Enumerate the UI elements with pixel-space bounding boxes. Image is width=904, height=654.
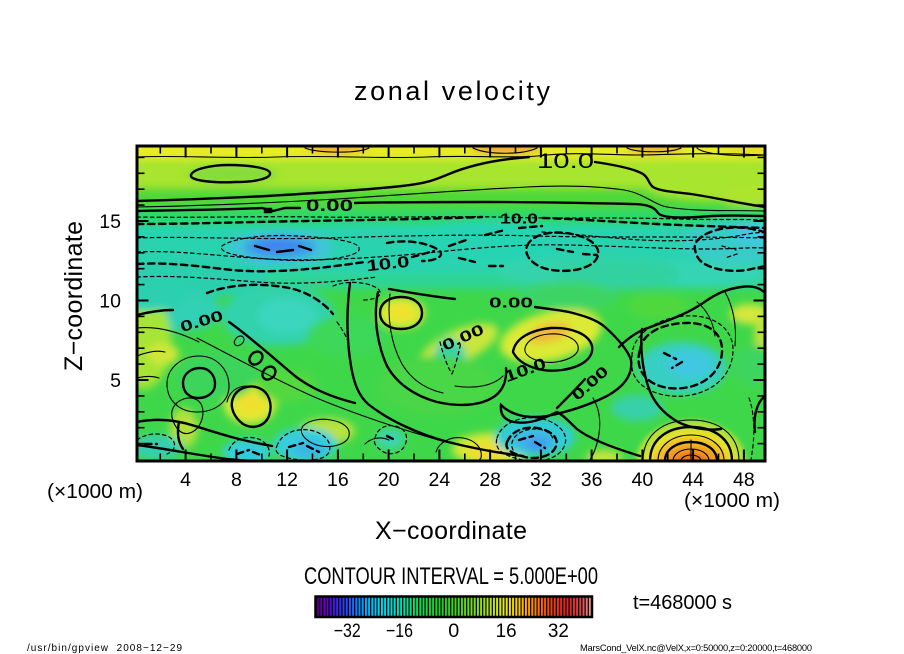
svg-text:t=468000 s: t=468000 s bbox=[633, 592, 732, 614]
svg-text:0.00: 0.00 bbox=[306, 196, 353, 215]
svg-text:24: 24 bbox=[429, 469, 451, 491]
svg-text:10.0: 10.0 bbox=[537, 150, 594, 173]
svg-text:10: 10 bbox=[99, 291, 121, 313]
svg-text:16: 16 bbox=[327, 469, 349, 491]
svg-text:16: 16 bbox=[496, 620, 517, 642]
svg-text:40: 40 bbox=[632, 469, 654, 491]
svg-text:20: 20 bbox=[378, 469, 400, 491]
svg-text:8: 8 bbox=[231, 469, 242, 491]
svg-text:Z−coordinate: Z−coordinate bbox=[60, 221, 88, 371]
svg-text:zonal velocity: zonal velocity bbox=[354, 76, 551, 106]
svg-text:(×1000 m): (×1000 m) bbox=[47, 480, 143, 503]
svg-text:44: 44 bbox=[682, 469, 704, 491]
svg-text:5: 5 bbox=[110, 370, 121, 392]
svg-text:/usr/bin/gpview 2008−12−29: /usr/bin/gpview 2008−12−29 bbox=[27, 643, 182, 654]
svg-text:10.0: 10.0 bbox=[500, 211, 538, 228]
svg-text:32: 32 bbox=[530, 469, 552, 491]
svg-text:−16: −16 bbox=[386, 620, 413, 642]
svg-text:0.00: 0.00 bbox=[489, 295, 533, 312]
svg-text:12: 12 bbox=[276, 469, 298, 491]
svg-text:28: 28 bbox=[479, 469, 501, 491]
svg-text:CONTOUR INTERVAL = 5.000E+00: CONTOUR INTERVAL = 5.000E+00 bbox=[304, 563, 598, 590]
svg-text:MarsCond_VelX.nc@VelX,x=0:5000: MarsCond_VelX.nc@VelX,x=0:50000,z=0:2000… bbox=[580, 643, 812, 653]
svg-text:32: 32 bbox=[548, 620, 569, 642]
svg-text:48: 48 bbox=[733, 469, 755, 491]
svg-text:0: 0 bbox=[448, 620, 459, 642]
svg-text:10.0: 10.0 bbox=[366, 254, 411, 275]
svg-text:36: 36 bbox=[581, 469, 603, 491]
svg-text:X−coordinate: X−coordinate bbox=[375, 517, 527, 545]
svg-text:15: 15 bbox=[99, 211, 121, 233]
svg-text:4: 4 bbox=[180, 469, 191, 491]
svg-text:−32: −32 bbox=[334, 620, 361, 642]
svg-text:(×1000 m): (×1000 m) bbox=[684, 489, 780, 512]
